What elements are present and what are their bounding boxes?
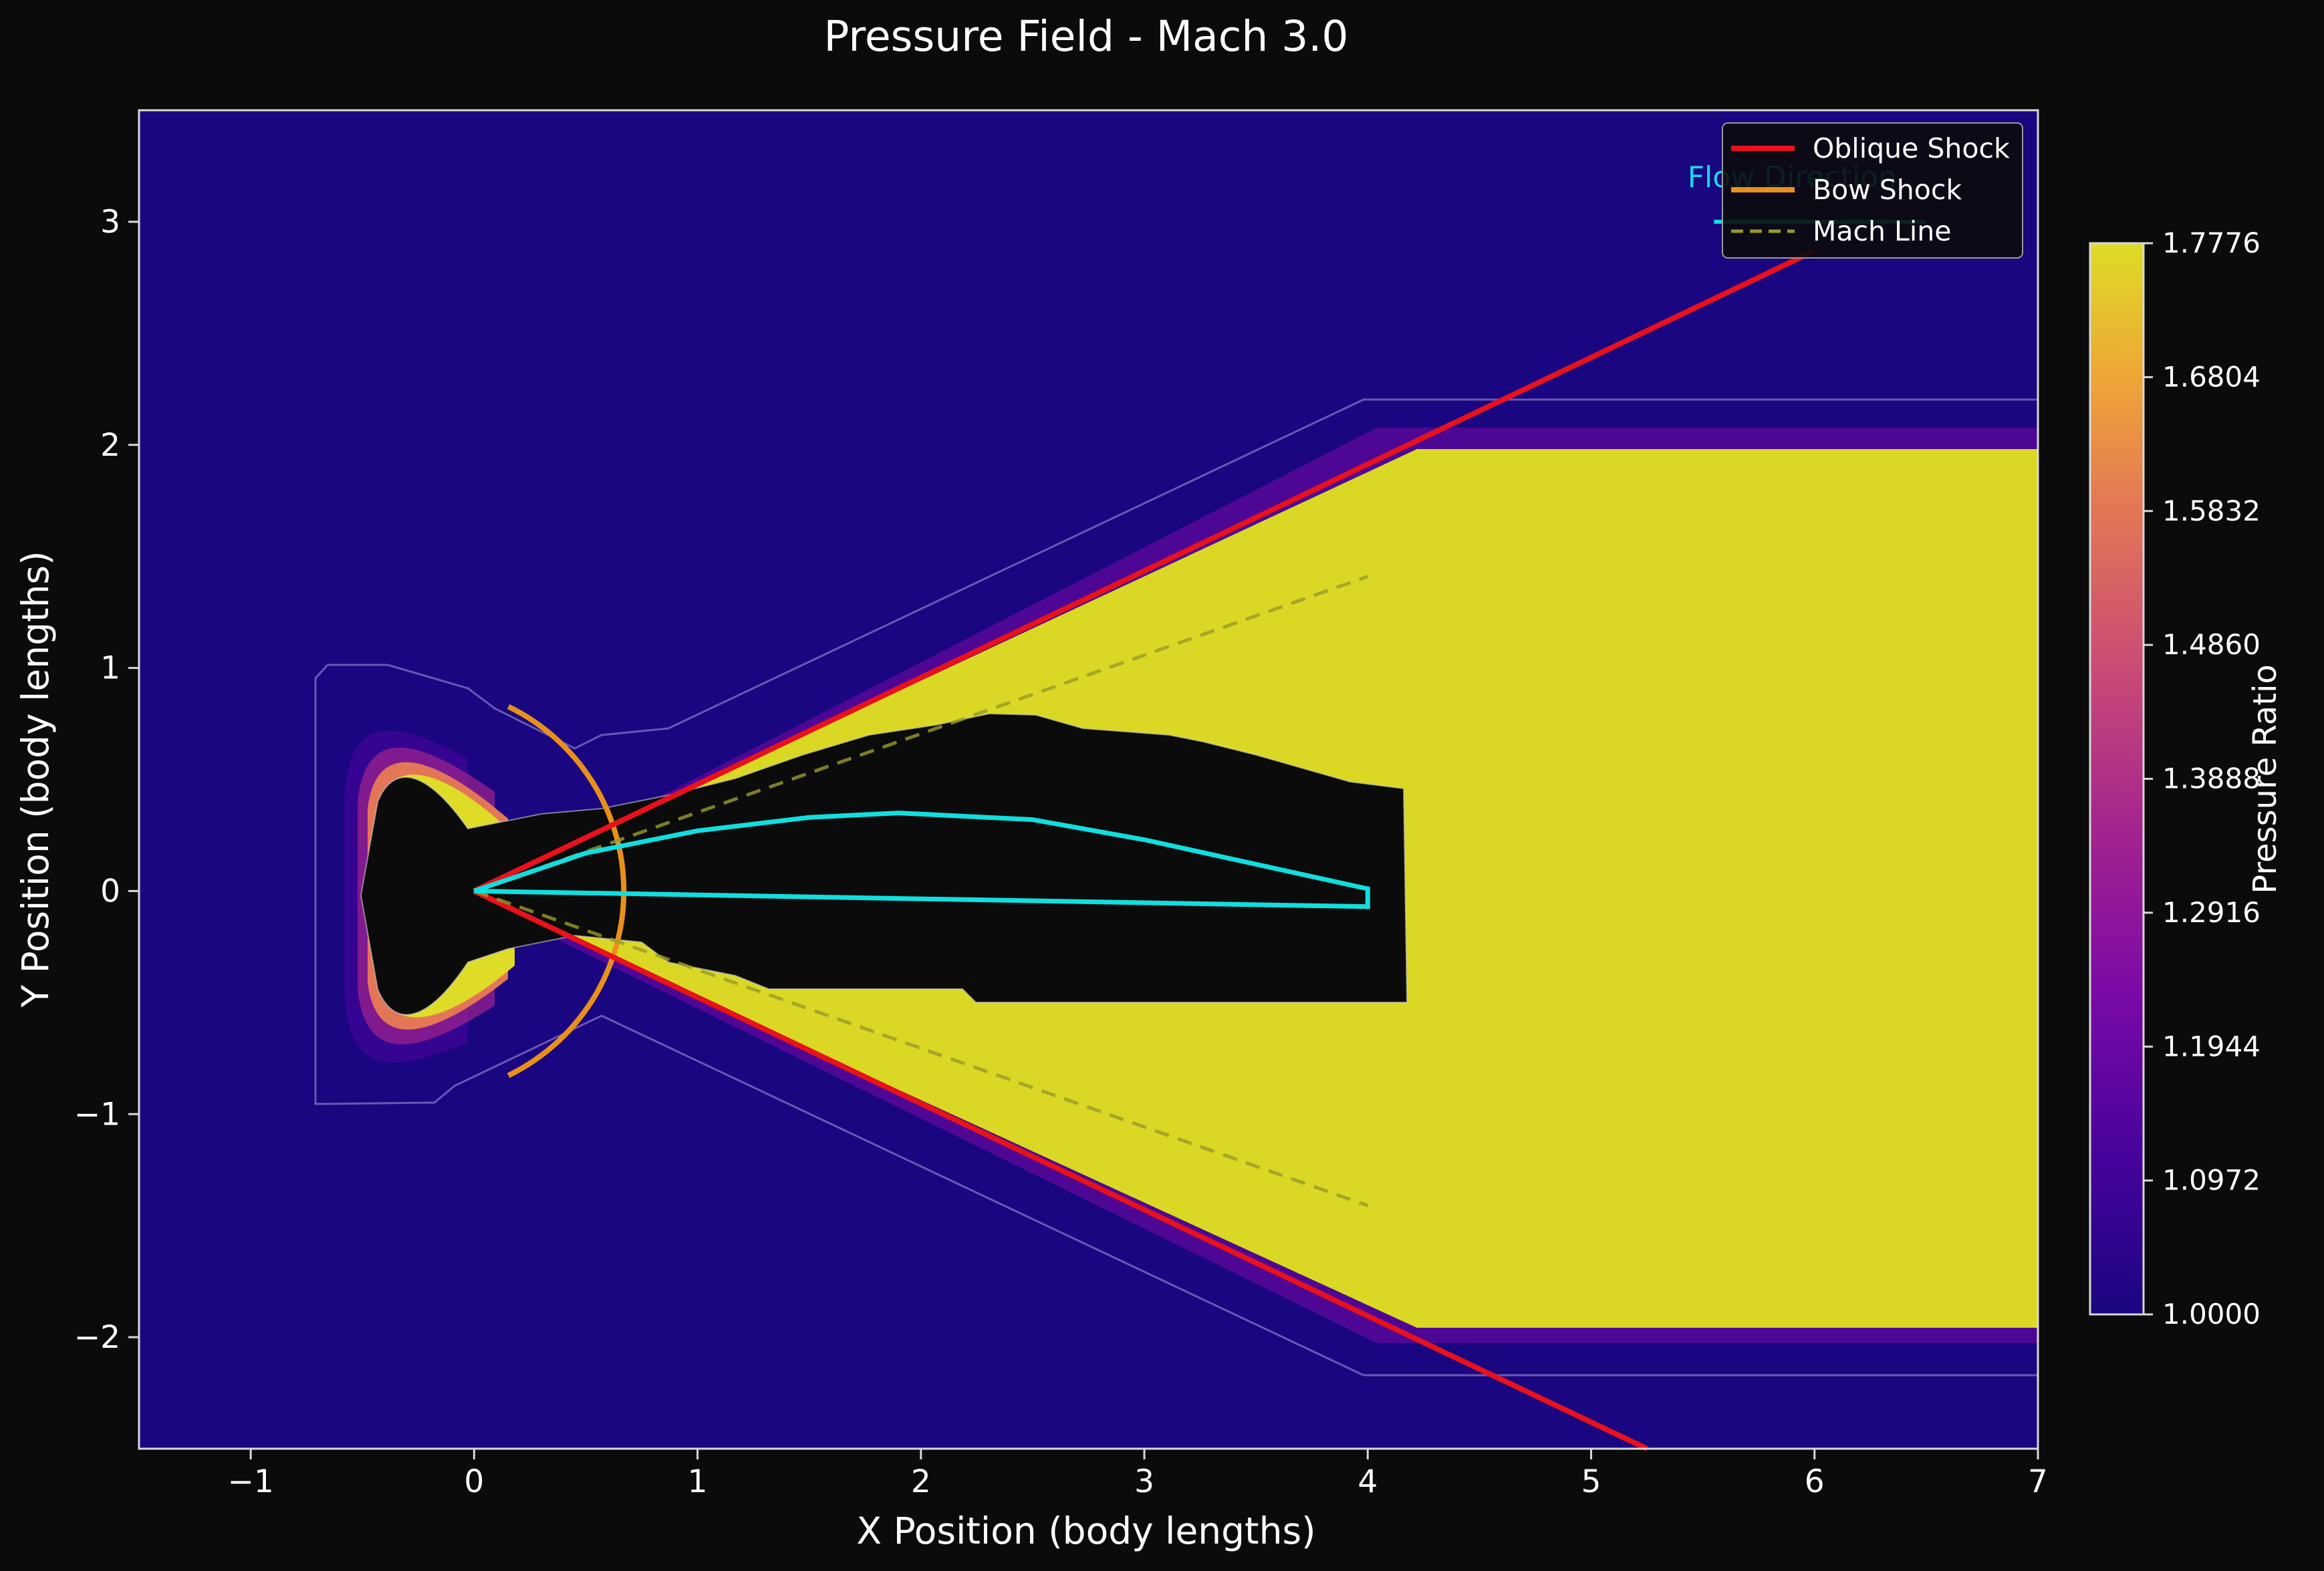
plot-area	[139, 110, 2038, 1449]
oblique-shock-lower	[473, 888, 1648, 1451]
colorbar-tick-label: 1.3888	[2162, 762, 2261, 795]
colorbar-ticks: 1.0000 1.0972 1.1944 1.2916 1.3888 1.4860 1.58…	[2144, 227, 2261, 1330]
y-tick-label: 2	[100, 427, 120, 464]
legend-label-mach: Mach Line	[1813, 215, 1952, 247]
chart-title: Pressure Field - Mach 3.0	[824, 12, 1349, 61]
legend-label-bow: Bow Shock	[1813, 174, 1962, 206]
y-tick-label: 3	[100, 204, 120, 241]
colorbar-tick-label: 1.7776	[2162, 227, 2261, 259]
x-tick-label: 2	[911, 1463, 931, 1500]
outer-contour-band	[314, 398, 2038, 1377]
x-tick-label: 0	[464, 1463, 484, 1500]
legend-box	[1722, 122, 2023, 259]
y-axis-title: Y Position (body lengths)	[14, 551, 57, 1008]
mach-line-lower	[473, 889, 1369, 1207]
x-tick-label: 7	[2028, 1463, 2048, 1500]
body-outline	[473, 811, 1370, 909]
y-tick-label: −1	[74, 1096, 120, 1133]
legend-label-oblique: Oblique Shock	[1813, 132, 2010, 164]
x-tick-label: 3	[1134, 1463, 1154, 1500]
mach-line-upper	[473, 575, 1369, 893]
x-tick-label: 4	[1358, 1463, 1378, 1500]
bow-shock-arc	[507, 704, 627, 1079]
x-tick-label: 1	[688, 1463, 708, 1500]
y-tick-label: 0	[100, 873, 120, 909]
legend: Oblique Shock Bow Shock Mach Line	[1722, 122, 2023, 259]
plot-frame	[138, 109, 2039, 1450]
y-tick-label: 1	[100, 650, 120, 687]
x-tick-label: −1	[227, 1463, 273, 1500]
x-axis: −1 0 1 2 3 4 5 6 7	[227, 1449, 2048, 1500]
colorbar-tick-label: 1.4860	[2162, 628, 2261, 661]
colorbar: 1.0000 1.0972 1.1944 1.2916 1.3888 1.4860 1.58…	[2089, 227, 2284, 1330]
oblique-shock-upper	[473, 248, 1816, 894]
x-axis-title: X Position (body lengths)	[856, 1510, 1315, 1552]
x-tick-label: 5	[1581, 1463, 1601, 1500]
colorbar-tick-label: 1.2916	[2162, 896, 2261, 929]
colorbar-tick-label: 1.5832	[2162, 494, 2261, 527]
y-axis: −2 −1 0 1 2 3	[74, 204, 139, 1356]
x-tick-label: 6	[1805, 1463, 1825, 1500]
colorbar-gradient	[2089, 242, 2145, 1316]
colorbar-tick-label: 1.0000	[2162, 1298, 2261, 1330]
colorbar-tick-label: 1.1944	[2162, 1030, 2261, 1062]
colorbar-tick-label: 1.0972	[2162, 1164, 2261, 1197]
y-tick-label: −2	[74, 1319, 120, 1356]
subsonic-core-region	[360, 712, 1408, 1016]
colorbar-title: Pressure Ratio	[2246, 664, 2284, 893]
colorbar-tick-label: 1.6804	[2162, 360, 2261, 393]
